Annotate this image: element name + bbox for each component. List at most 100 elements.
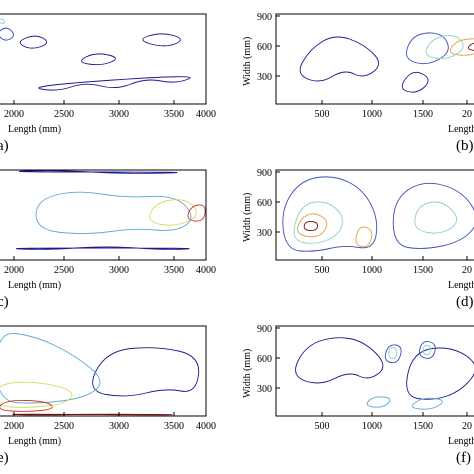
x-tick-label: 3500: [164, 109, 184, 120]
y-tick-label: 600: [257, 354, 272, 365]
contour-level-1-loop-0: [295, 337, 384, 384]
panel-a-xticks: 2000 2500 3000 3500 4000: [4, 100, 216, 120]
x-tick-label: 20: [462, 265, 472, 276]
x-tick-label: 4000: [196, 265, 216, 276]
panel-c: 2000 2500 3000 3500 4000 Length (mm) (c): [0, 169, 216, 310]
panel-f-ylabel: Width (mm): [242, 349, 253, 398]
x-tick-label: 20: [462, 421, 472, 432]
y-tick-label: 300: [257, 384, 272, 395]
y-tick-label: 600: [257, 42, 272, 53]
contour-level-3-loop-0: [366, 396, 391, 408]
contour-level-3-loop-0: [35, 191, 192, 234]
y-tick-label: 300: [257, 228, 272, 239]
x-tick-label: 2000: [4, 265, 24, 276]
panel-d-xlabel: Length: [448, 280, 474, 291]
panel-e: 2000 2500 3000 3500 4000 Length (mm) (e): [0, 325, 216, 466]
panel-d-label: (d): [456, 294, 474, 310]
contour-level-5-loop-0: [0, 381, 73, 408]
x-tick-label: 2500: [54, 265, 74, 276]
panel-c-label: (c): [0, 294, 9, 310]
contour-level-7-loop-0: [0, 400, 53, 412]
contour-level-4-loop-0: [388, 347, 398, 359]
contour-level-2-loop-0: [0, 27, 14, 41]
x-tick-label: 1000: [362, 109, 382, 120]
x-tick-label: 1500: [413, 265, 433, 276]
panel-c-xlabel: Length (mm): [8, 280, 61, 291]
panel-a-frame: [0, 13, 207, 105]
contour-level-6-loop-0: [297, 213, 328, 238]
contour-level-6-loop-1: [355, 226, 373, 248]
panel-e-contours: [0, 333, 200, 416]
x-tick-label: 3000: [109, 421, 129, 432]
panel-a-contours: [0, 18, 191, 91]
y-tick-label: 300: [257, 72, 272, 83]
panel-c-xticks: 2000 2500 3000 3500 4000: [4, 256, 216, 276]
x-tick-label: 20: [462, 109, 472, 120]
panel-c-frame: [0, 169, 207, 261]
x-tick-label: 2000: [4, 421, 24, 432]
y-tick-label: 600: [257, 198, 272, 209]
x-tick-label: 500: [315, 265, 330, 276]
x-tick-label: 2500: [54, 421, 74, 432]
contour-level-7-loop-0: [187, 204, 206, 222]
panel-b-frame: [275, 13, 474, 105]
panel-b-label: (b): [456, 138, 474, 154]
contour-level-8-loop-0: [468, 42, 474, 51]
contour-level-2-loop-0: [406, 32, 449, 65]
panel-b-ylabel: Width (mm): [242, 37, 253, 86]
panel-b-xlabel: Length: [448, 124, 474, 135]
panel-d: 500 1000 1500 20 900 600 300 Width (mm) Lengt…: [242, 168, 474, 310]
panel-b-yticks: 900 600 300: [257, 12, 280, 83]
panel-d-xticks: 500 1000 1500 20: [315, 256, 472, 276]
panel-f-yticks: 900 600 300: [257, 324, 280, 395]
panel-e-frame: [0, 325, 207, 417]
panel-a: 2000 2500 3000 3500 4000 Length (mm) (a): [0, 13, 216, 154]
panel-d-ylabel: Width (mm): [242, 193, 253, 242]
panel-a-xlabel: Length (mm): [8, 124, 61, 135]
panel-f-xlabel: Length: [448, 436, 474, 447]
panel-d-yticks: 900 600 300: [257, 168, 280, 239]
panel-d-contours: [282, 176, 474, 252]
x-tick-label: 1500: [413, 109, 433, 120]
contour-level-1-loop-0: [92, 347, 200, 397]
panel-f-contours: [295, 337, 474, 410]
contour-level-1-loop-1: [401, 71, 429, 93]
contour-level-4-loop-0: [0, 18, 6, 24]
contour-level-4-loop-1: [422, 345, 432, 355]
contour-level-8-loop-0: [303, 221, 318, 231]
panel-f-frame: [275, 325, 474, 417]
x-tick-label: 1000: [362, 265, 382, 276]
contour-level-1-loop-1: [406, 347, 474, 400]
contour-level-1-loop-3: [19, 35, 48, 49]
contour-level-1-loop-1: [81, 53, 116, 66]
panel-b: 500 1000 1500 20 900 600 300 Width (mm) Lengt…: [242, 12, 474, 154]
panel-e-label: (e): [0, 450, 9, 466]
contour-level-8-loop-0: [12, 413, 173, 416]
x-tick-label: 3500: [164, 421, 184, 432]
contour-level-2-loop-1: [392, 182, 474, 249]
contour-level-4-loop-1: [414, 201, 458, 234]
panel-f: 500 1000 1500 20 900 600 300 Width (mm) Lengt…: [242, 324, 474, 466]
x-tick-label: 2000: [4, 109, 24, 120]
panel-a-label: (a): [0, 138, 9, 154]
contour-level-1-loop-2: [142, 33, 181, 47]
contour-level-2-loop-0: [384, 344, 402, 364]
panel-c-contours: [15, 170, 206, 250]
x-tick-label: 1000: [362, 421, 382, 432]
x-tick-label: 3000: [109, 265, 129, 276]
contour-level-2-loop-1: [419, 341, 436, 359]
contour-level-1-loop-0: [299, 36, 379, 82]
contour-level-2-loop-0: [282, 176, 378, 252]
contour-level-1-loop-1: [19, 170, 178, 174]
panel-e-xticks: 2000 2500 3000 3500 4000: [4, 412, 216, 432]
panel-f-xticks: 500 1000 1500 20: [315, 412, 472, 432]
contour-level-3-loop-1: [412, 397, 443, 410]
x-tick-label: 1500: [413, 421, 433, 432]
y-tick-label: 900: [257, 168, 272, 179]
panel-b-xticks: 500 1000 1500 20: [315, 100, 472, 120]
contour-level-5-loop-0: [149, 199, 197, 226]
y-tick-label: 900: [257, 324, 272, 335]
panel-b-contours: [299, 32, 474, 93]
x-tick-label: 4000: [196, 109, 216, 120]
